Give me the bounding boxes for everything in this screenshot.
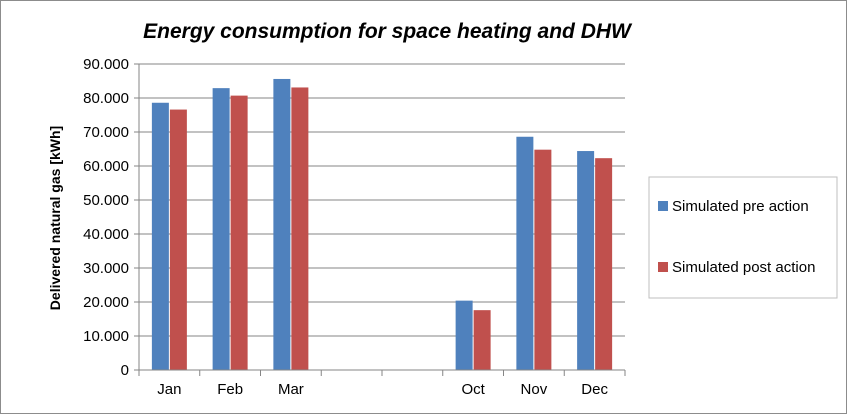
legend-label: Simulated post action: [672, 259, 815, 276]
chart-title: Energy consumption for space heating and…: [143, 20, 633, 43]
legend-label: Simulated pre action: [672, 198, 809, 215]
y-tick-labels: 0 10.000 20.000 30.000 40.000 50.000 60.000 70.…: [83, 56, 129, 379]
y-tick-label: 70.000: [83, 124, 129, 141]
bar-pre-nov: [516, 136, 534, 370]
legend-swatch: [658, 201, 668, 211]
gridlines: [139, 63, 625, 337]
bar-post-jan: [169, 109, 187, 370]
bar-pre-oct: [455, 300, 473, 370]
y-tick-label: 50.000: [83, 192, 129, 209]
legend-box: [648, 176, 838, 299]
bar-pre-dec: [577, 151, 595, 370]
y-tick-label: 90.000: [83, 56, 129, 73]
x-tick-label: Mar: [278, 381, 304, 398]
y-tick-label: 80.000: [83, 90, 129, 107]
y-tick-label: 20.000: [83, 294, 129, 311]
x-tick-label: Jan: [157, 381, 181, 398]
bar-pre-feb: [212, 88, 230, 370]
x-tick-label: Oct: [461, 381, 485, 398]
bar-post-mar: [291, 87, 309, 371]
bar-post-nov: [534, 149, 552, 370]
bar-post-feb: [230, 95, 248, 371]
y-axis-label: Delivered natural gas [kWh]: [47, 126, 63, 310]
bar-post-dec: [595, 158, 613, 370]
bar-post-oct: [473, 310, 491, 370]
axes: [134, 63, 626, 376]
x-tick-label: Dec: [581, 381, 608, 398]
y-tick-label: 40.000: [83, 226, 129, 243]
x-tick-label: Nov: [521, 381, 548, 398]
y-tick-label: 30.000: [83, 260, 129, 277]
x-tick-labels: Jan Feb Mar Oct Nov Dec: [157, 381, 608, 398]
legend-swatch: [658, 262, 668, 272]
y-tick-label: 0: [121, 362, 129, 379]
y-tick-label: 60.000: [83, 158, 129, 175]
bar-pre-mar: [273, 78, 291, 371]
bar-pre-jan: [151, 102, 169, 370]
y-tick-label: 10.000: [83, 328, 129, 345]
legend: Simulated pre action Simulated post actio…: [648, 176, 838, 299]
bars: [151, 78, 613, 371]
x-tick-label: Feb: [217, 381, 243, 398]
